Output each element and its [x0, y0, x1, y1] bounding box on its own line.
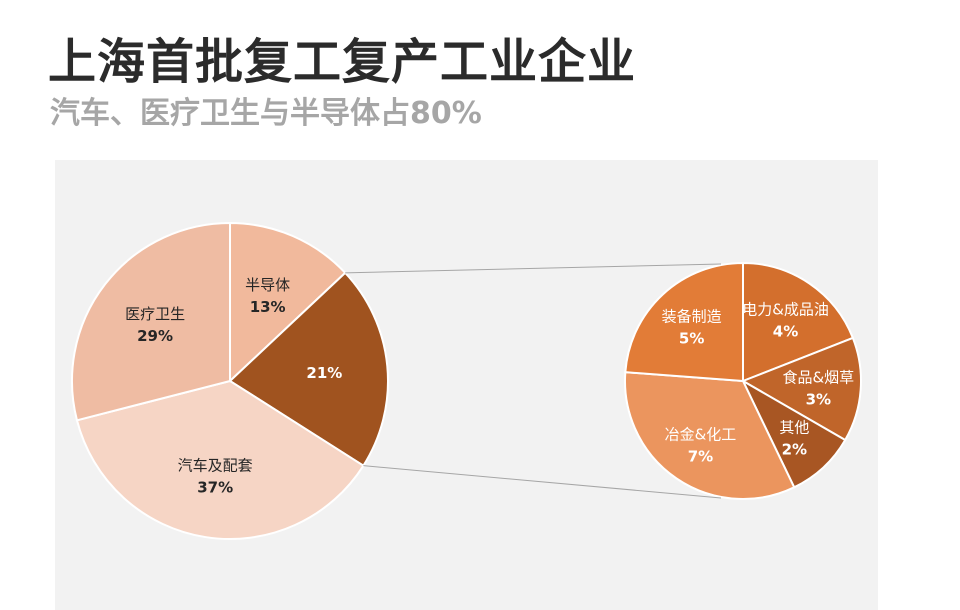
slice-label: 其他 [779, 418, 809, 436]
page-subtitle: 汽车、医疗卫生与半导体占80% [50, 96, 482, 131]
pie-slice[interactable] [740, 336, 862, 442]
slice-label: 半导体 [245, 276, 290, 294]
slice-value-label: 37% [197, 479, 233, 497]
page-title: 上海首批复工复产工业企业 [48, 34, 637, 90]
slice-label: 医疗卫生 [125, 305, 185, 323]
slice-value-label: 13% [250, 298, 286, 316]
pie-detail: 电力&成品油 4% 食品&烟草 3% 其他 2% 冶金&化工 7% 装备制造 5% [624, 261, 862, 500]
slice-value-label: 29% [137, 327, 173, 345]
pie-slice[interactable] [71, 221, 231, 422]
slice-value-label: 4% [773, 323, 798, 341]
slice-value-label: 3% [806, 391, 831, 409]
slice-value-label: 21% [306, 364, 342, 382]
pie-main: 半导体 13% 21% 汽车及配套 37% 医疗卫生 29% [71, 221, 389, 540]
pie-slice[interactable] [742, 261, 855, 383]
pie-slice[interactable] [624, 261, 744, 383]
connector-line [363, 465, 722, 499]
pie-slice[interactable] [75, 379, 365, 540]
slice-label: 食品&烟草 [782, 369, 854, 387]
pie-slice[interactable] [624, 371, 796, 500]
slice-label: 装备制造 [662, 308, 722, 326]
slice-value-label: 7% [688, 447, 713, 465]
pie-slice[interactable] [228, 271, 389, 468]
slice-label: 冶金&化工 [665, 425, 737, 443]
pie-slice[interactable] [229, 221, 347, 384]
slice-label: 电力&成品油 [742, 301, 829, 319]
slice-value-label: 5% [679, 330, 704, 348]
slice-value-label: 2% [782, 440, 807, 458]
connector-line [345, 263, 722, 274]
slice-label: 汽车及配套 [178, 457, 253, 475]
